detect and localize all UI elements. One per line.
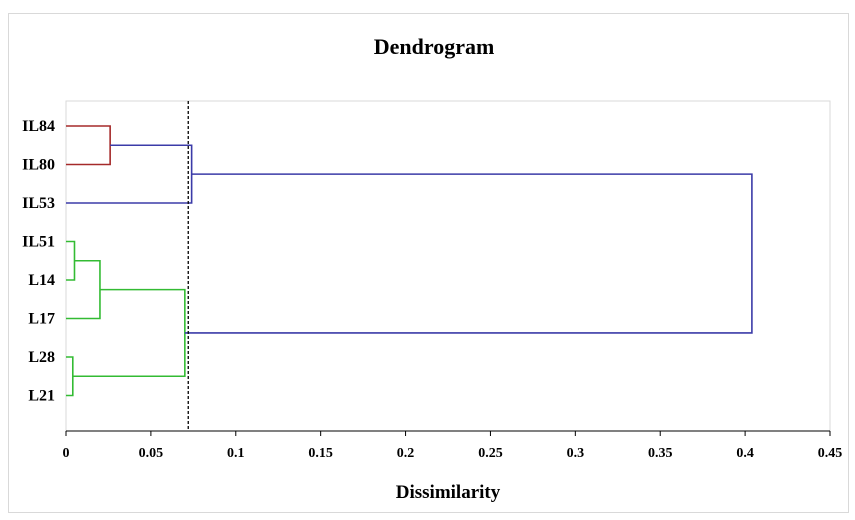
leaf-label-il51: IL51	[22, 234, 55, 251]
x-tick-label-8: 0.4	[736, 446, 754, 461]
x-tick-label-4: 0.2	[397, 446, 415, 461]
x-tick-label-2: 0.1	[227, 446, 245, 461]
x-axis: 0 0.05 0.1 0.15 0.2 0.25 0.3 0.35 0.4 0.45	[63, 430, 843, 461]
leaf-label-il84: IL84	[22, 118, 55, 135]
dendrogram-chart: Dendrogram IL84IL80IL53IL51L14L17L28L21 …	[22, 34, 843, 503]
leaf-label-l14: L14	[28, 272, 55, 289]
merge-link-1	[66, 125, 111, 166]
x-tick-label-1: 0.05	[139, 446, 164, 461]
leaf-label-il80: IL80	[22, 157, 55, 174]
leaf-label-l28: L28	[28, 349, 55, 366]
merge-link-7	[184, 173, 753, 334]
x-axis-label: Dissimilarity	[396, 482, 501, 503]
merge-link-5	[66, 356, 74, 397]
x-tick-label-5: 0.25	[478, 446, 503, 461]
chart-title: Dendrogram	[374, 34, 495, 59]
leaf-labels: IL84 IL80 IL53 IL51 L14 L17 L28 L21	[22, 118, 55, 405]
x-tick-label-3: 0.15	[308, 446, 333, 461]
leaf-label-il53: IL53	[22, 195, 55, 212]
x-tick-label-9: 0.45	[818, 446, 843, 461]
leaf-label-l21: L21	[28, 388, 55, 405]
merge-link-4	[66, 259, 101, 320]
merge-link-3	[66, 240, 76, 281]
x-tick-label-6: 0.3	[567, 446, 585, 461]
merge-link-6	[72, 288, 186, 378]
chart-area: Dendrogram IL84 IL80 IL53 IL51 L14 L17 L28 L21 …	[8, 13, 849, 513]
leaf-label-l17: L17	[28, 311, 55, 328]
merge-link-2	[66, 144, 193, 204]
x-tick-label-0: 0	[63, 446, 70, 461]
x-tick-label-7: 0.35	[648, 446, 673, 461]
plot-area	[65, 100, 831, 432]
dendrogram-links	[66, 125, 753, 397]
